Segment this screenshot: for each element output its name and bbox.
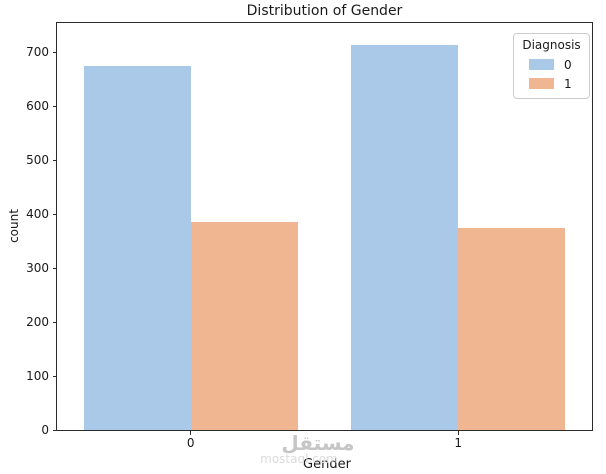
y-tick-mark-400 (53, 213, 57, 215)
y-tick-mark-0 (53, 429, 57, 431)
bar-gender-1-diagnosis-1 (458, 227, 566, 430)
x-tick-mark-1 (457, 431, 459, 435)
x-tick-label-1: 1 (454, 436, 463, 450)
y-tick-label-100: 100 (26, 368, 49, 383)
legend-entry-0: 0 (514, 55, 589, 74)
legend-label-0: 0 (564, 57, 572, 72)
y-axis-label: count (7, 209, 21, 243)
y-tick-mark-500 (53, 159, 57, 161)
y-tick-label-700: 700 (26, 45, 49, 60)
y-tick-label-200: 200 (26, 314, 49, 329)
plot-area (57, 23, 592, 430)
y-tick-label-0: 0 (41, 422, 49, 437)
y-tick-mark-100 (53, 375, 57, 377)
y-tick-label-600: 600 (26, 99, 49, 114)
bar-gender-0-diagnosis-0 (83, 66, 191, 430)
x-axis-label: Gender (303, 457, 351, 472)
bar-gender-1-diagnosis-0 (351, 44, 459, 430)
watermark-arabic-text: مستقل (281, 431, 355, 455)
legend-entry-1: 1 (514, 74, 589, 93)
legend-label-1: 1 (564, 76, 572, 91)
legend-title: Diagnosis (522, 38, 581, 52)
y-tick-mark-700 (53, 52, 57, 54)
y-tick-mark-300 (53, 267, 57, 269)
y-tick-label-400: 400 (26, 206, 49, 221)
legend-swatch-1 (529, 78, 554, 89)
legend-swatch-0 (529, 59, 554, 70)
bar-gender-0-diagnosis-1 (190, 222, 298, 430)
y-tick-mark-600 (53, 106, 57, 108)
y-tick-label-500: 500 (26, 152, 49, 167)
x-tick-label-0: 0 (186, 436, 195, 450)
x-tick-mark-0 (190, 431, 192, 435)
chart-title: Distribution of Gender (246, 3, 403, 19)
y-tick-mark-200 (53, 321, 57, 323)
y-tick-label-300: 300 (26, 260, 49, 275)
